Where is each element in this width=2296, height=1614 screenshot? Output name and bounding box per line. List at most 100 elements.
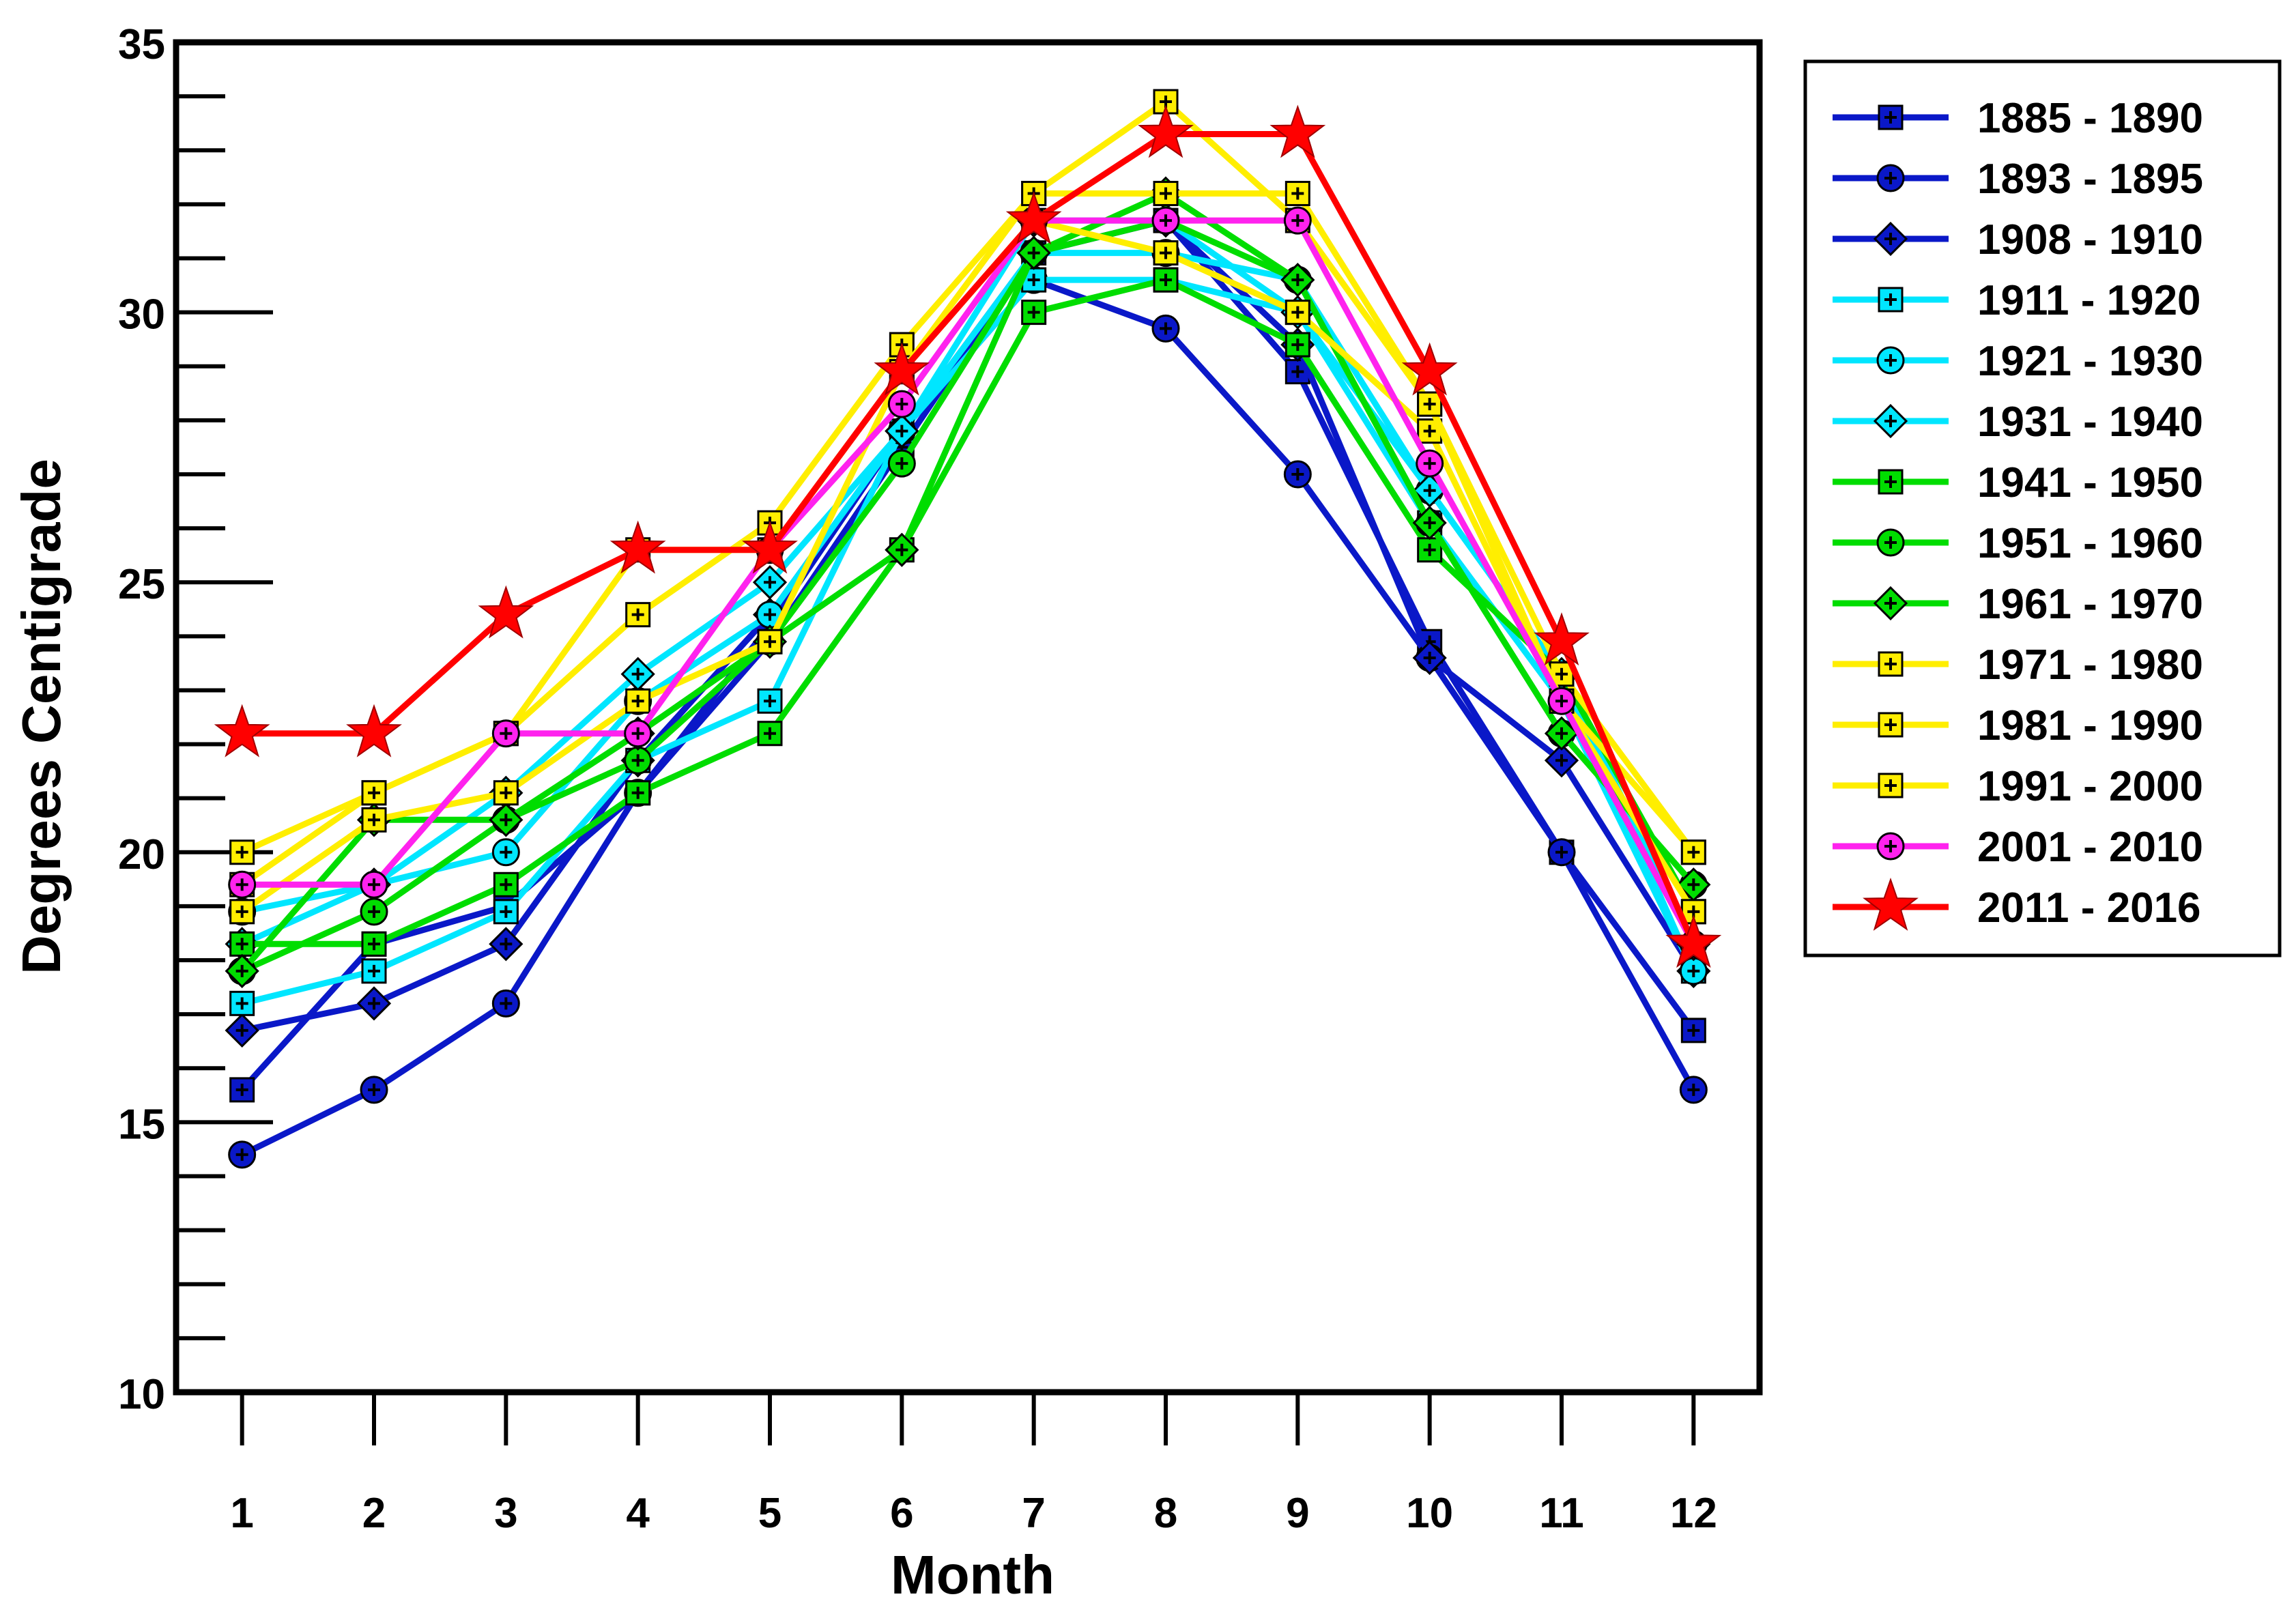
marker-shape bbox=[742, 520, 798, 574]
series-line bbox=[242, 131, 1697, 946]
legend-swatch-marker bbox=[1876, 832, 1905, 861]
legend-label: 1931 - 1940 bbox=[1977, 399, 2203, 446]
legend-swatch-marker bbox=[1876, 164, 1905, 192]
legend-label: 1961 - 1970 bbox=[1977, 581, 2203, 628]
data-point bbox=[489, 803, 523, 837]
marker-shape bbox=[609, 520, 666, 574]
data-point bbox=[1283, 460, 1312, 489]
series-layer bbox=[214, 89, 1722, 1169]
marker-cross bbox=[895, 398, 908, 411]
legend-label: 2001 - 2010 bbox=[1977, 824, 2203, 871]
marker-shape bbox=[214, 704, 270, 758]
marker-shape bbox=[1285, 332, 1310, 358]
data-point bbox=[229, 899, 255, 925]
x-tick-label: 3 bbox=[494, 1490, 517, 1537]
marker-cross bbox=[368, 878, 380, 891]
data-point bbox=[1280, 263, 1315, 298]
marker-shape bbox=[361, 807, 387, 833]
x-tick-label: 4 bbox=[626, 1490, 650, 1537]
marker-cross bbox=[368, 905, 380, 918]
marker-cross bbox=[1555, 754, 1568, 767]
data-point bbox=[625, 688, 651, 714]
marker-cross bbox=[764, 635, 776, 648]
legend-item: 1893 - 1895 bbox=[1833, 156, 2203, 203]
data-point bbox=[752, 565, 788, 600]
marker-cross bbox=[631, 754, 644, 767]
legend-label: 1908 - 1910 bbox=[1977, 216, 2203, 263]
series-2001-2010 bbox=[228, 206, 1708, 958]
legend-label: 1951 - 1960 bbox=[1977, 520, 2203, 567]
x-tick-label: 8 bbox=[1154, 1490, 1177, 1537]
data-point bbox=[361, 780, 387, 806]
y-axis-ticks: 10 15 20 25 30 35 bbox=[118, 21, 273, 1418]
marker-shape bbox=[874, 342, 930, 396]
marker-cross bbox=[1687, 964, 1700, 977]
marker-cross bbox=[1884, 415, 1897, 427]
legend-item: 1961 - 1970 bbox=[1833, 581, 2203, 628]
legend-swatch-marker bbox=[1878, 287, 1904, 313]
data-point bbox=[887, 449, 916, 478]
data-point bbox=[1416, 449, 1444, 478]
series-2011-2016 bbox=[214, 104, 1722, 968]
marker-cross bbox=[235, 938, 248, 951]
data-point bbox=[874, 342, 930, 396]
data-point bbox=[757, 721, 783, 747]
legend: 1885 - 1890 1893 - 1895 1908 - 1910 1911 - … bbox=[1833, 95, 2203, 932]
x-tick-label: 6 bbox=[890, 1490, 913, 1537]
marker-shape bbox=[1005, 191, 1062, 244]
data-point bbox=[360, 1076, 388, 1104]
x-tick-label: 11 bbox=[1539, 1490, 1584, 1537]
marker-cross bbox=[1687, 1024, 1700, 1037]
marker-cross bbox=[1555, 846, 1568, 859]
marker-cross bbox=[368, 964, 380, 977]
legend-item: 1981 - 1990 bbox=[1833, 702, 2203, 749]
data-point bbox=[1680, 839, 1706, 865]
legend-swatch-marker bbox=[1876, 528, 1905, 557]
marker-cross bbox=[1884, 111, 1897, 124]
data-point bbox=[1544, 716, 1579, 751]
marker-cross bbox=[368, 997, 380, 1010]
marker-shape bbox=[229, 1077, 255, 1103]
marker-cross bbox=[631, 608, 644, 621]
legend-swatch-marker bbox=[1873, 586, 1908, 621]
data-point bbox=[885, 532, 919, 567]
data-point bbox=[360, 870, 388, 899]
data-point bbox=[609, 520, 666, 574]
marker-cross bbox=[1884, 597, 1897, 609]
data-point bbox=[1151, 314, 1180, 343]
marker-cross bbox=[235, 846, 248, 859]
data-point bbox=[1547, 838, 1576, 867]
marker-cross bbox=[1884, 658, 1897, 670]
marker-cross bbox=[1884, 233, 1897, 245]
legend-swatch-marker bbox=[1863, 877, 1919, 931]
data-point bbox=[1534, 612, 1590, 666]
y-tick-label: 30 bbox=[118, 291, 165, 338]
legend-item: 1951 - 1960 bbox=[1833, 520, 2203, 567]
marker-cross bbox=[1027, 246, 1040, 259]
marker-cross bbox=[1423, 651, 1436, 664]
series-1961-1970 bbox=[225, 176, 1711, 988]
legend-item: 2011 - 2016 bbox=[1833, 877, 2201, 932]
marker-cross bbox=[1687, 878, 1700, 891]
legend-label: 1991 - 2000 bbox=[1977, 763, 2203, 810]
data-point bbox=[1269, 104, 1326, 158]
legend-label: 1921 - 1930 bbox=[1977, 338, 2203, 385]
x-axis-label: Month bbox=[891, 1544, 1054, 1605]
legend-swatch-marker bbox=[1878, 712, 1904, 738]
marker-cross bbox=[1423, 517, 1436, 530]
data-point bbox=[489, 927, 523, 962]
x-tick-label: 5 bbox=[758, 1490, 781, 1537]
marker-shape bbox=[757, 629, 783, 654]
data-point bbox=[229, 931, 255, 957]
legend-swatch-marker bbox=[1878, 773, 1904, 798]
marker-cross bbox=[1160, 214, 1172, 227]
data-point bbox=[742, 520, 798, 574]
marker-cross bbox=[1423, 457, 1436, 470]
x-tick-label: 1 bbox=[230, 1490, 253, 1537]
legend-label: 1893 - 1895 bbox=[1977, 156, 2203, 203]
legend-label: 2011 - 2016 bbox=[1977, 884, 2201, 932]
data-point bbox=[1412, 640, 1447, 676]
y-tick-label: 15 bbox=[118, 1101, 165, 1148]
legend-label: 1981 - 1990 bbox=[1977, 702, 2203, 749]
